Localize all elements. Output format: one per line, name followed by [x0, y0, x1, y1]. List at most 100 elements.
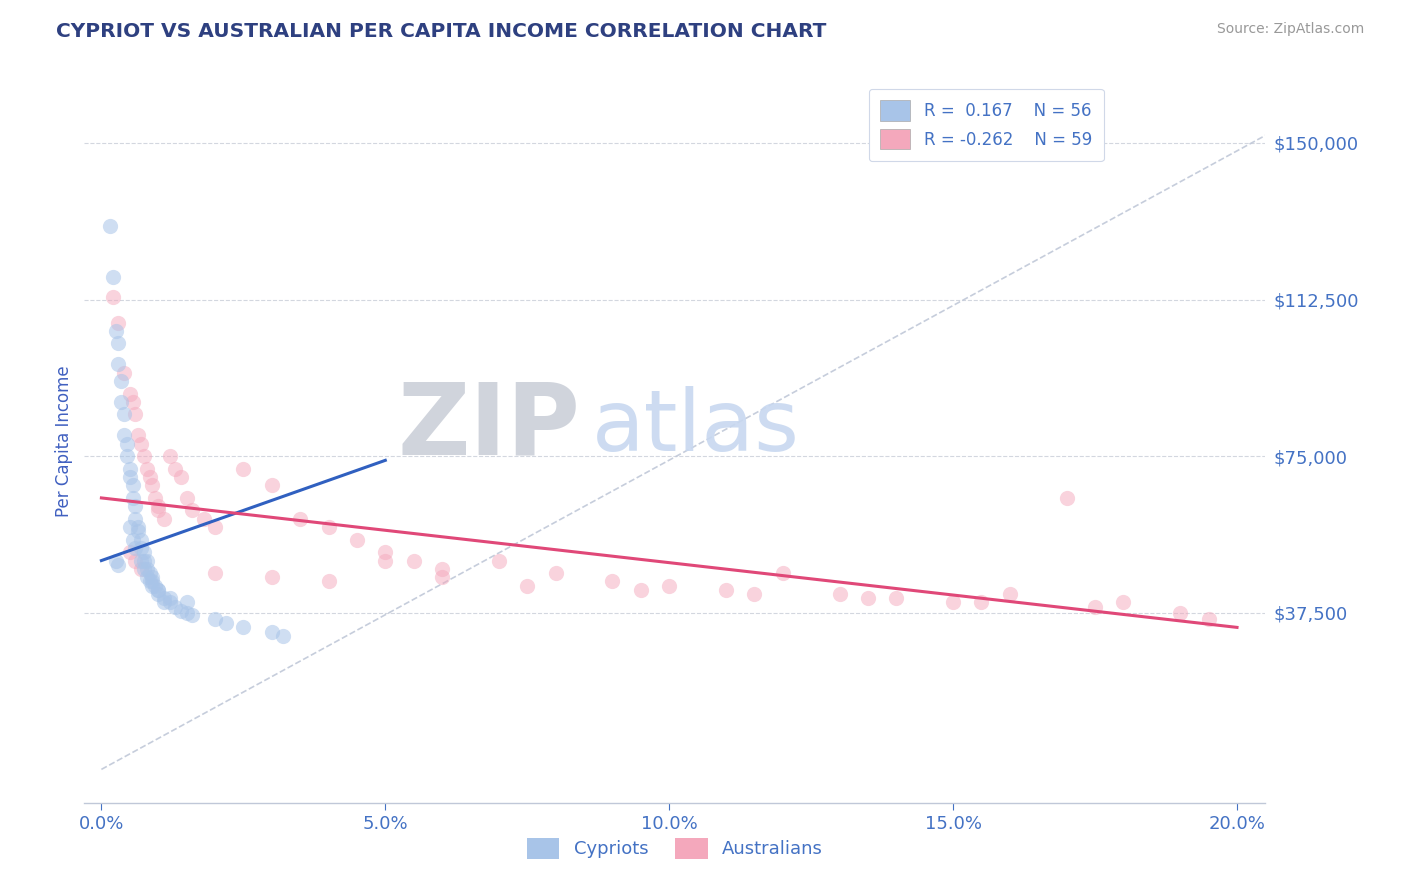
Point — [488, 553, 510, 567]
Point — [260, 478, 283, 492]
Point — [193, 512, 215, 526]
Point — [112, 408, 135, 422]
Point — [148, 587, 170, 601]
Point — [127, 524, 149, 539]
Point — [204, 566, 226, 580]
Point — [127, 520, 149, 534]
Point — [135, 562, 157, 576]
Point — [112, 366, 135, 380]
Point — [374, 553, 396, 567]
Point — [148, 500, 170, 514]
Point — [1168, 606, 1191, 620]
Point — [998, 587, 1021, 601]
Point — [602, 574, 624, 589]
Point — [110, 395, 132, 409]
Point — [153, 591, 176, 606]
Point — [402, 553, 425, 567]
Point — [165, 461, 187, 475]
Point — [288, 512, 311, 526]
Point — [143, 491, 166, 505]
Point — [129, 436, 152, 450]
Point — [107, 316, 129, 330]
Point — [232, 620, 254, 634]
Point — [141, 574, 163, 589]
Point — [271, 629, 294, 643]
Point — [132, 562, 155, 576]
Y-axis label: Per Capita Income: Per Capita Income — [55, 366, 73, 517]
Point — [430, 570, 453, 584]
Point — [1056, 491, 1078, 505]
Point — [176, 606, 198, 620]
Point — [346, 533, 368, 547]
Text: CYPRIOT VS AUSTRALIAN PER CAPITA INCOME CORRELATION CHART: CYPRIOT VS AUSTRALIAN PER CAPITA INCOME … — [56, 22, 827, 41]
Point — [744, 587, 766, 601]
Point — [132, 553, 155, 567]
Point — [115, 436, 138, 450]
Point — [176, 491, 198, 505]
Point — [138, 574, 160, 589]
Point — [138, 470, 160, 484]
Point — [135, 570, 157, 584]
Point — [159, 595, 181, 609]
Point — [101, 290, 124, 304]
Point — [159, 449, 181, 463]
Text: Source: ZipAtlas.com: Source: ZipAtlas.com — [1216, 22, 1364, 37]
Point — [1198, 612, 1220, 626]
Point — [181, 607, 204, 622]
Point — [318, 520, 340, 534]
Point — [107, 336, 129, 351]
Point — [260, 624, 283, 639]
Point — [170, 470, 193, 484]
Point — [143, 579, 166, 593]
Point — [141, 570, 163, 584]
Point — [118, 545, 141, 559]
Point — [260, 570, 283, 584]
Point — [516, 579, 538, 593]
Point — [886, 591, 908, 606]
Point — [138, 566, 160, 580]
Point — [107, 357, 129, 371]
Point — [204, 612, 226, 626]
Point — [112, 428, 135, 442]
Point — [107, 558, 129, 572]
Point — [232, 461, 254, 475]
Point — [204, 520, 226, 534]
Point — [124, 512, 146, 526]
Point — [318, 574, 340, 589]
Point — [121, 395, 143, 409]
Point — [135, 461, 157, 475]
Point — [129, 553, 152, 567]
Point — [118, 386, 141, 401]
Point — [828, 587, 851, 601]
Point — [104, 553, 127, 567]
Point — [153, 595, 176, 609]
Point — [176, 595, 198, 609]
Point — [544, 566, 567, 580]
Point — [658, 579, 681, 593]
Point — [1112, 595, 1135, 609]
Point — [135, 553, 157, 567]
Point — [124, 541, 146, 555]
Point — [118, 520, 141, 534]
Point — [124, 408, 146, 422]
Point — [129, 541, 152, 555]
Point — [129, 562, 152, 576]
Point — [970, 595, 993, 609]
Point — [148, 503, 170, 517]
Point — [170, 604, 193, 618]
Point — [132, 545, 155, 559]
Point — [129, 533, 152, 547]
Point — [630, 582, 652, 597]
Point — [115, 449, 138, 463]
Point — [124, 500, 146, 514]
Point — [141, 579, 163, 593]
Text: atlas: atlas — [592, 385, 800, 468]
Point — [141, 478, 163, 492]
Point — [714, 582, 737, 597]
Point — [118, 461, 141, 475]
Point — [159, 591, 181, 606]
Point — [772, 566, 794, 580]
Point — [121, 478, 143, 492]
Point — [430, 562, 453, 576]
Point — [374, 545, 396, 559]
